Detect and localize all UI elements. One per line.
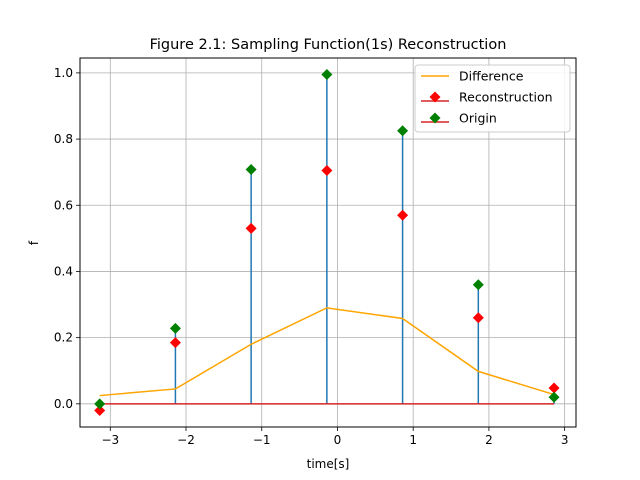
- y-tick-label: 0.8: [54, 132, 73, 146]
- reconstruction-marker: [94, 404, 106, 416]
- x-tick-label: −2: [177, 433, 195, 447]
- x-axis-label: time[s]: [307, 457, 350, 471]
- reconstruction-marker: [397, 209, 409, 221]
- chart-title: Figure 2.1: Sampling Function(1s) Recons…: [150, 37, 507, 53]
- legend-reconstruction-label: Reconstruction: [459, 90, 553, 105]
- origin-marker: [548, 391, 560, 403]
- legend: Difference Reconstruction Origin: [414, 64, 571, 133]
- y-tick-label: 0.4: [54, 264, 73, 278]
- y-tick-label: 0.6: [54, 198, 73, 212]
- plot-frame: [79, 57, 577, 428]
- x-tick-label: 2: [485, 433, 493, 447]
- reconstruction-marker: [472, 312, 484, 324]
- y-tick-label: 1.0: [54, 66, 73, 80]
- x-tick-label: −1: [253, 433, 271, 447]
- origin-marker: [397, 125, 409, 137]
- difference-line: [99, 307, 555, 397]
- origin-marker: [321, 69, 333, 81]
- y-tick-label: 0.2: [54, 331, 73, 345]
- origin-marker: [472, 279, 484, 291]
- x-tick-label: 1: [409, 433, 417, 447]
- x-tick-label: 0: [334, 433, 342, 447]
- origin-marker: [94, 398, 106, 410]
- legend-difference-label: Difference: [459, 69, 524, 84]
- x-axis: −3 −2 −1 0 1 2 3: [101, 427, 568, 447]
- legend-box: [414, 64, 571, 133]
- origin-marker: [169, 322, 181, 334]
- plot-marks: [94, 69, 560, 416]
- reconstruction-marker: [245, 222, 257, 234]
- reconstruction-marker: [169, 337, 181, 349]
- y-axis: 0.0 0.2 0.4 0.6 0.8 1.0: [54, 66, 80, 411]
- x-tick-label: 3: [561, 433, 569, 447]
- reconstruction-marker: [548, 382, 560, 394]
- legend-origin-label: Origin: [459, 111, 497, 126]
- y-axis-label: f: [27, 240, 41, 245]
- legend-reconstruction-swatch: [429, 91, 441, 103]
- y-tick-label: 0.0: [54, 397, 73, 411]
- reconstruction-marker: [321, 165, 333, 177]
- origin-marker: [245, 164, 257, 176]
- x-tick-label: −3: [101, 433, 119, 447]
- legend-origin-swatch: [429, 112, 441, 124]
